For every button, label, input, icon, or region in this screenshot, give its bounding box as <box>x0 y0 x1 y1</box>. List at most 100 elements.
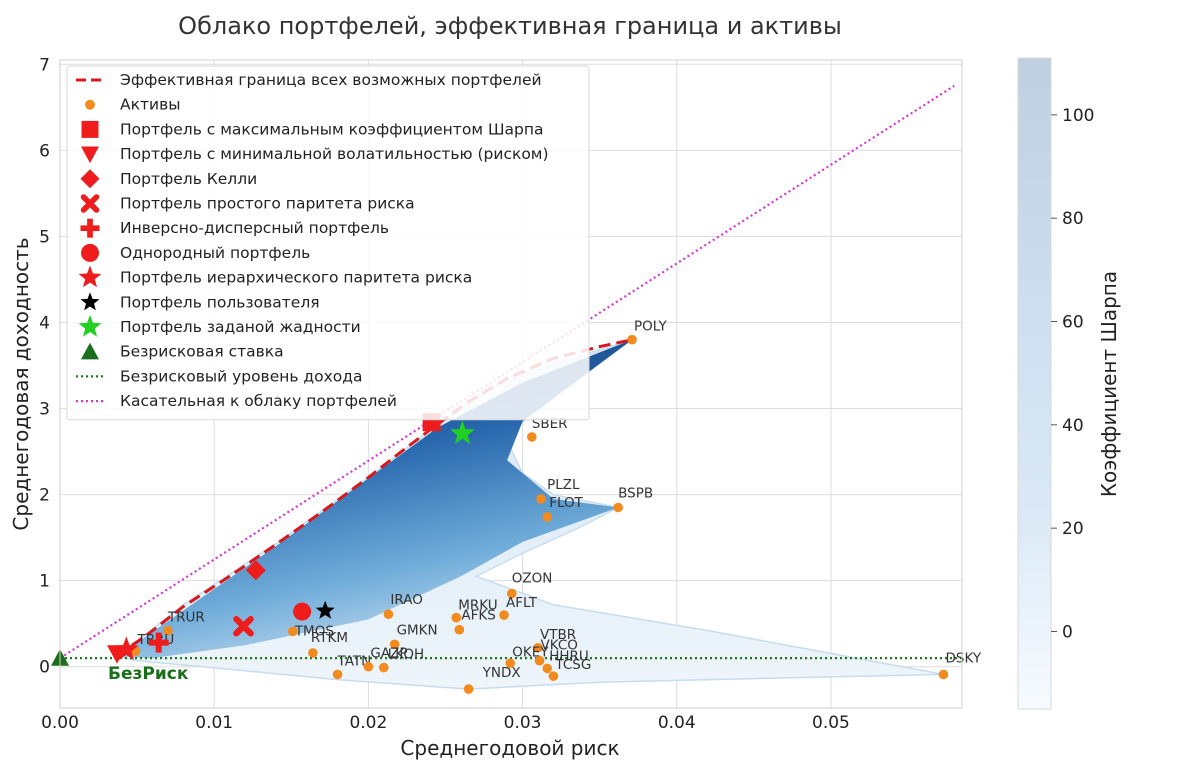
asset-label: RTKM <box>311 630 348 646</box>
legend-circle-swatch <box>81 243 99 262</box>
asset-point <box>463 684 474 694</box>
asset-label: PLZL <box>547 477 580 493</box>
portfolio-inverse_variance-marker <box>148 632 169 653</box>
x-tick-label: 0.03 <box>504 713 542 733</box>
y-axis-label: Среднегодовая доходность <box>9 237 33 530</box>
colorbar-gradient <box>1018 58 1051 709</box>
chart-title: Облако портфелей, эффективная граница и … <box>178 12 842 40</box>
asset-point <box>506 588 517 599</box>
legend-label: Касательная к облаку портфелей <box>120 392 397 410</box>
colorbar-frame <box>1017 57 1052 710</box>
asset-label: LKOH <box>388 647 424 663</box>
x-tick-label: 0.05 <box>812 713 850 733</box>
asset-label: FLOT <box>549 495 583 511</box>
asset-point <box>383 609 394 619</box>
asset-label: TCSG <box>554 657 591 673</box>
legend-x-swatch-stroke <box>80 194 100 213</box>
portfolio-kelly-marker <box>245 560 266 581</box>
asset-point <box>288 626 298 637</box>
legend-label: Портфель простого паритета риска <box>120 195 415 213</box>
asset-label: AFLT <box>506 595 538 611</box>
asset-label: GMKN <box>397 622 438 638</box>
colorbar-tick-label: 20 <box>1062 519 1084 539</box>
asset-point <box>533 642 543 653</box>
legend-label: Портфель с минимальной волатильностью (р… <box>120 145 549 163</box>
colorbar-tick-label: 100 <box>1062 106 1094 126</box>
portfolio-user-marker <box>315 600 335 619</box>
colorbar: 0 20 40 60 80 100 Коэффициент Шарпа <box>1017 57 1121 710</box>
asset-label: VKCO <box>541 638 578 654</box>
asset-label: TATN <box>337 653 372 669</box>
legend-label: Портфель с максимальным коэффициентом Ша… <box>120 120 544 138</box>
asset-label: GAZP <box>370 646 407 662</box>
legend-star-black-swatch <box>80 292 100 311</box>
y-tick-label: 2 <box>39 486 50 506</box>
asset-point <box>499 610 509 620</box>
asset-point <box>451 612 462 623</box>
asset-point <box>378 662 389 673</box>
legend-dot-swatch <box>85 99 95 110</box>
legend-label: Активы <box>120 96 180 114</box>
portfolio-greed-marker <box>450 420 475 444</box>
colorbar-tick-label: 60 <box>1062 313 1084 333</box>
asset-point <box>938 669 949 680</box>
legend-label: Однородный портфель <box>120 244 310 262</box>
asset-label: VTBR <box>540 627 576 643</box>
portfolio-hrp-marker <box>113 636 139 660</box>
asset-point <box>542 663 553 674</box>
colorbar-ticks: 0 20 40 60 80 100 <box>1051 106 1094 643</box>
y-tick-label: 5 <box>39 227 50 247</box>
asset-label: BSPB <box>618 485 653 501</box>
x-axis-ticks: 0.00 0.01 0.02 0.03 0.04 0.05 <box>41 713 850 733</box>
colorbar-label: Коэффициент Шарпа <box>1097 271 1121 497</box>
asset-point <box>505 658 516 669</box>
colorbar-tick-label: 80 <box>1062 209 1084 229</box>
legend-label: Эффективная граница всех возможных портф… <box>120 71 542 89</box>
risk-free-label: БезРиск <box>108 664 189 684</box>
legend-triangle-up-swatch <box>81 342 99 360</box>
asset-point <box>627 334 637 345</box>
legend-label: Безрисковая ставка <box>120 343 284 361</box>
y-axis-ticks: 0 1 2 3 4 5 6 7 <box>39 55 50 677</box>
legend-x-swatch <box>80 194 100 213</box>
y-tick-label: 4 <box>39 313 50 333</box>
legend-square-swatch <box>81 120 99 138</box>
assets-layer: POLYSBERPLZLFLOTBSPBOZONAFLTMRKUAFKSIRAO… <box>130 319 982 694</box>
legend-triangle-down-swatch <box>81 146 99 164</box>
legend-label: Безрисковый уровень дохода <box>120 367 363 385</box>
portfolio-simple_risk_parity-marker-stroke <box>233 615 254 637</box>
plot-frame <box>59 59 963 709</box>
y-tick-label: 0 <box>39 658 50 678</box>
x-tick-label: 0.00 <box>41 713 79 733</box>
asset-label: IRAO <box>390 592 422 608</box>
asset-label: YNDX <box>482 665 521 681</box>
asset-point <box>454 624 465 635</box>
legend-star-green-swatch <box>78 315 102 337</box>
asset-point <box>389 639 400 650</box>
colorbar-tick-label: 40 <box>1062 416 1084 436</box>
legend: Эффективная граница всех возможных портф… <box>66 65 590 421</box>
asset-label: POLY <box>634 319 667 335</box>
asset-point <box>536 494 546 504</box>
asset-label: MRKU <box>458 598 497 614</box>
asset-point <box>363 661 374 672</box>
portfolio-uniform-marker <box>293 602 312 621</box>
asset-point <box>613 502 623 513</box>
asset-point <box>332 669 343 680</box>
legend-star-swatch <box>78 265 102 288</box>
legend-label: Портфель пользователя <box>120 293 320 311</box>
legend-diamond-swatch <box>80 169 100 189</box>
colorbar-tick-label: 0 <box>1062 623 1073 643</box>
legend-label: Портфель заданой жадности <box>120 318 361 336</box>
y-tick-label: 6 <box>39 141 50 161</box>
legend-box <box>66 65 590 421</box>
asset-label: TRUR <box>167 610 205 626</box>
portfolio-simple_risk_parity-marker <box>233 615 254 637</box>
asset-label: HHRU <box>549 648 589 664</box>
efficient-frontier-line <box>116 338 633 657</box>
x-tick-label: 0.04 <box>658 713 696 733</box>
asset-point <box>542 512 553 522</box>
asset-point <box>163 625 173 636</box>
portfolios-layer: БезРиск <box>51 413 475 684</box>
